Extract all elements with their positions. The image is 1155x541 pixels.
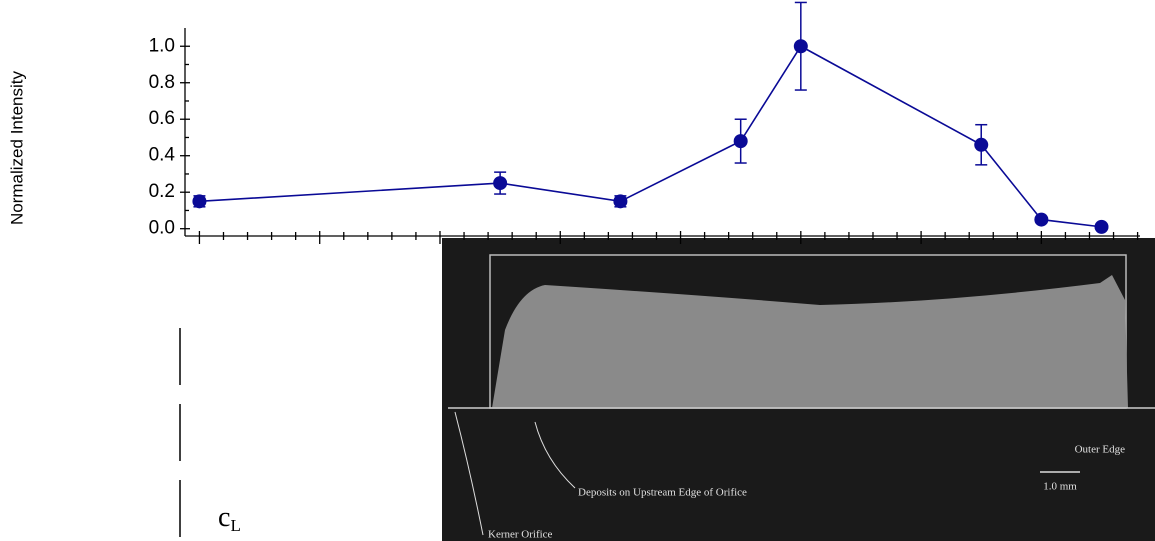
photo: Outer Edge Deposits on Upstream Edge of … (442, 238, 1155, 541)
centerline: cL (179, 328, 241, 541)
point (493, 176, 508, 191)
arrow (534, 421, 576, 489)
y-axis-label: Normalized Intensity (7, 71, 26, 226)
photo-label: Deposits on Upstream Edge of Orifice (578, 487, 747, 499)
point (613, 194, 628, 209)
point (1094, 219, 1109, 234)
point (733, 134, 748, 149)
deposit-profile (492, 275, 1128, 408)
point (793, 39, 808, 54)
photo-label: Outer Edge (1075, 444, 1126, 456)
y-tick-label: 0.2 (149, 181, 175, 202)
point (974, 137, 989, 152)
y-tick-label: 0.8 (149, 72, 175, 93)
photo-label: Kerner Orifice (488, 529, 553, 541)
y-tick-label: 0.4 (149, 145, 176, 166)
arrow (454, 411, 484, 536)
y-tick-label: 1.0 (149, 35, 175, 56)
y-tick-label: 0.6 (149, 108, 175, 129)
point (1034, 212, 1049, 227)
centerline-label: cL (218, 502, 241, 534)
photo-label: 1.0 mm (1043, 481, 1077, 493)
y-tick-label: 0.0 (149, 218, 175, 239)
centerline-main: c (218, 502, 230, 533)
line (199, 45, 1102, 228)
centerline-sub: L (230, 516, 240, 535)
point (192, 194, 207, 209)
